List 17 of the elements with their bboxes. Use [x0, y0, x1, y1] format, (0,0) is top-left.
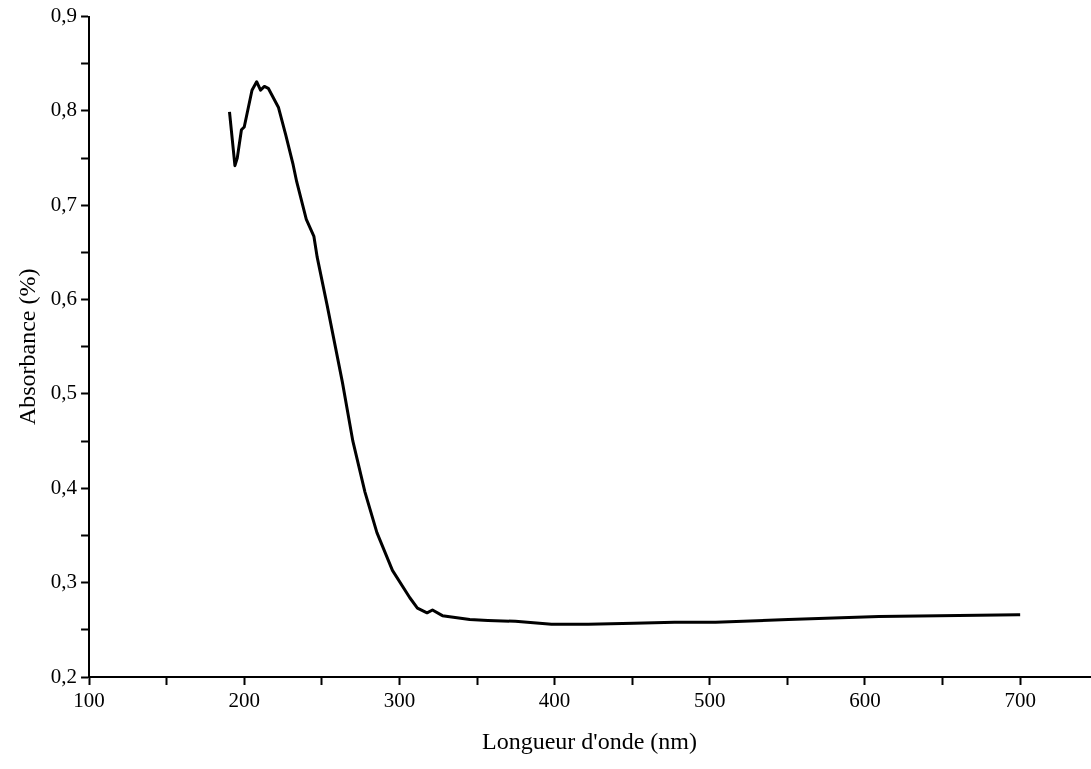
x-tick-label: 400 — [538, 688, 571, 713]
y-tick-label: 0,6 — [50, 286, 78, 311]
y-tick-label: 0,7 — [50, 191, 78, 216]
x-axis-title: Longueur d'onde (nm) — [482, 727, 697, 754]
y-tick-label: 0,2 — [50, 663, 78, 688]
y-axis-title: Absorbance (%) — [13, 268, 40, 426]
x-tick-label: 500 — [694, 688, 726, 713]
x-tick-label: 300 — [383, 688, 416, 713]
y-tick-label: 0,4 — [50, 474, 78, 499]
x-tick-label: 600 — [849, 688, 881, 713]
y-tick-label: 0,8 — [50, 97, 78, 122]
x-tick-label: 100 — [73, 688, 105, 713]
y-tick-label: 0,3 — [50, 569, 78, 594]
x-tick-label: 700 — [1004, 688, 1036, 713]
y-tick-label: 0,5 — [50, 380, 78, 405]
x-tick-label: 200 — [228, 688, 260, 713]
y-tick-label: 0,9 — [50, 3, 78, 28]
